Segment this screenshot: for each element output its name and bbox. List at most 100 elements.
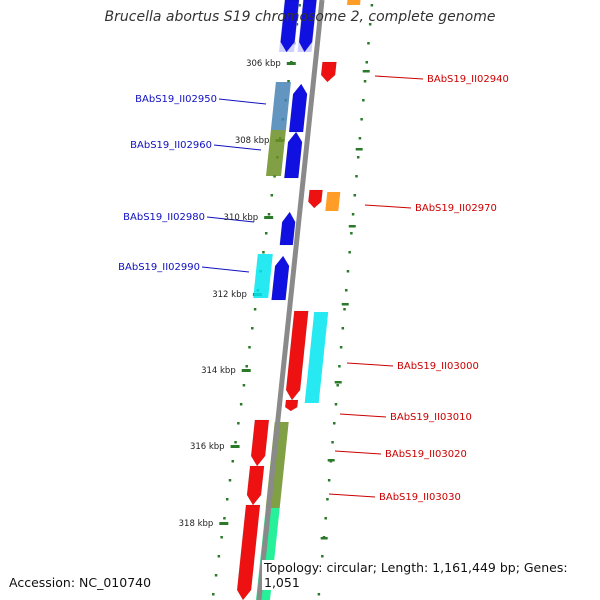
scale-dot [223, 517, 226, 520]
scale-dot [212, 593, 215, 596]
scale-dot [251, 327, 254, 330]
feature-dot [358, 137, 362, 140]
cog-block [270, 82, 291, 130]
chromosome-backbone [256, 0, 325, 600]
gene-label: BAbS19_II02970 [415, 203, 497, 214]
scale-dot [267, 213, 271, 216]
scale-dot [248, 346, 251, 349]
reverse-gene [246, 465, 265, 506]
feature-dot [343, 308, 346, 311]
scale-dot [273, 175, 276, 178]
cog-block [266, 130, 286, 176]
scale-label: 316 kbp [190, 442, 225, 452]
feature-tick [348, 225, 356, 228]
leader-line [374, 75, 424, 80]
cog-block [304, 312, 329, 403]
forward-gene [280, 0, 300, 53]
reverse-gene [285, 310, 309, 401]
feature-dot [362, 99, 365, 102]
cog-block [347, 0, 361, 5]
feature-dot [370, 4, 374, 7]
scale-dot [217, 555, 221, 558]
scale-dot [228, 479, 232, 482]
gene-label: BAbS19_II02990 [118, 262, 200, 273]
scale-tick [219, 522, 229, 525]
feature-dot [327, 479, 331, 482]
feature-dot [341, 327, 345, 330]
scale-dot [270, 194, 274, 197]
feature-dot [326, 498, 329, 501]
gene-label: BAbS19_II03010 [390, 412, 472, 423]
scale-dot [234, 441, 237, 444]
feature-dot [317, 593, 321, 596]
reverse-gene [236, 504, 261, 600]
scale-tick [241, 369, 251, 372]
feature-tick [341, 303, 349, 306]
feature-dot [353, 194, 357, 197]
forward-gene [284, 131, 303, 179]
scale-dot [262, 251, 265, 254]
leader-line [328, 493, 376, 498]
reverse-gene [284, 399, 299, 412]
gene-label: BAbS19_II02960 [130, 140, 212, 151]
leader-line [334, 450, 382, 455]
feature-dot [336, 384, 339, 387]
scale-dot [242, 384, 246, 387]
scale-dot [264, 232, 268, 235]
feature-dot [363, 80, 367, 83]
accession-text: Accession: NC_010740 [9, 575, 152, 590]
feature-dot [351, 213, 355, 216]
scale-dot [245, 365, 248, 368]
gene-label: BAbS19_II03000 [397, 361, 479, 372]
gene-labels: BAbS19_II02950 BAbS19_II02960 BAbS19_II029… [118, 74, 509, 503]
feature-dot [360, 118, 363, 121]
gene-label: BAbS19_II03030 [379, 492, 461, 503]
feature-tick [334, 381, 342, 384]
scale-dot [298, 4, 301, 7]
scale-dot [220, 536, 223, 539]
feature-dot [365, 61, 369, 64]
feature-tick [362, 70, 370, 73]
feature-dot [346, 270, 350, 273]
gene-label: BAbS19_II02940 [427, 74, 509, 85]
feature-tick [355, 148, 363, 151]
scale-dot [225, 498, 229, 501]
map-title: Brucella abortus S19 chromosome 2, compl… [104, 9, 496, 25]
scale-label: 310 kbp [224, 213, 259, 223]
forward-gene [271, 255, 290, 301]
leader-line [346, 362, 394, 367]
scale-dot [237, 422, 240, 425]
reverse-gene [308, 189, 323, 209]
scale-label: 306 kbp [246, 59, 281, 69]
feature-dot [333, 422, 336, 425]
scale-dot [239, 403, 243, 406]
leader-line [218, 98, 267, 105]
leader-line [364, 204, 412, 209]
scale-dot [231, 460, 235, 463]
feature-dot-track [317, 4, 374, 596]
scale-label: 308 kbp [235, 136, 270, 146]
label-leader-lines [201, 75, 424, 498]
leader-line [201, 266, 250, 273]
feature-dot [350, 232, 353, 235]
reverse-gene [320, 61, 337, 83]
leader-line [206, 216, 255, 223]
genome-summary-text: Topology: circular; Length: 1,161,449 bp… [262, 560, 600, 590]
scale-dot [214, 574, 218, 577]
gene-label: BAbS19_II03020 [385, 449, 467, 460]
feature-dot [331, 441, 334, 444]
forward-gene [298, 0, 317, 53]
feature-dot [368, 23, 372, 26]
feature-dot [338, 365, 341, 368]
scale-tick [230, 445, 240, 448]
feature-dot [344, 289, 348, 292]
cog-block [325, 192, 341, 211]
feature-dot [334, 403, 338, 406]
forward-gene [288, 83, 308, 133]
gene-features [236, 0, 361, 600]
feature-dot [339, 346, 343, 349]
scale-tick [264, 216, 274, 219]
scale-label: 312 kbp [212, 290, 247, 300]
